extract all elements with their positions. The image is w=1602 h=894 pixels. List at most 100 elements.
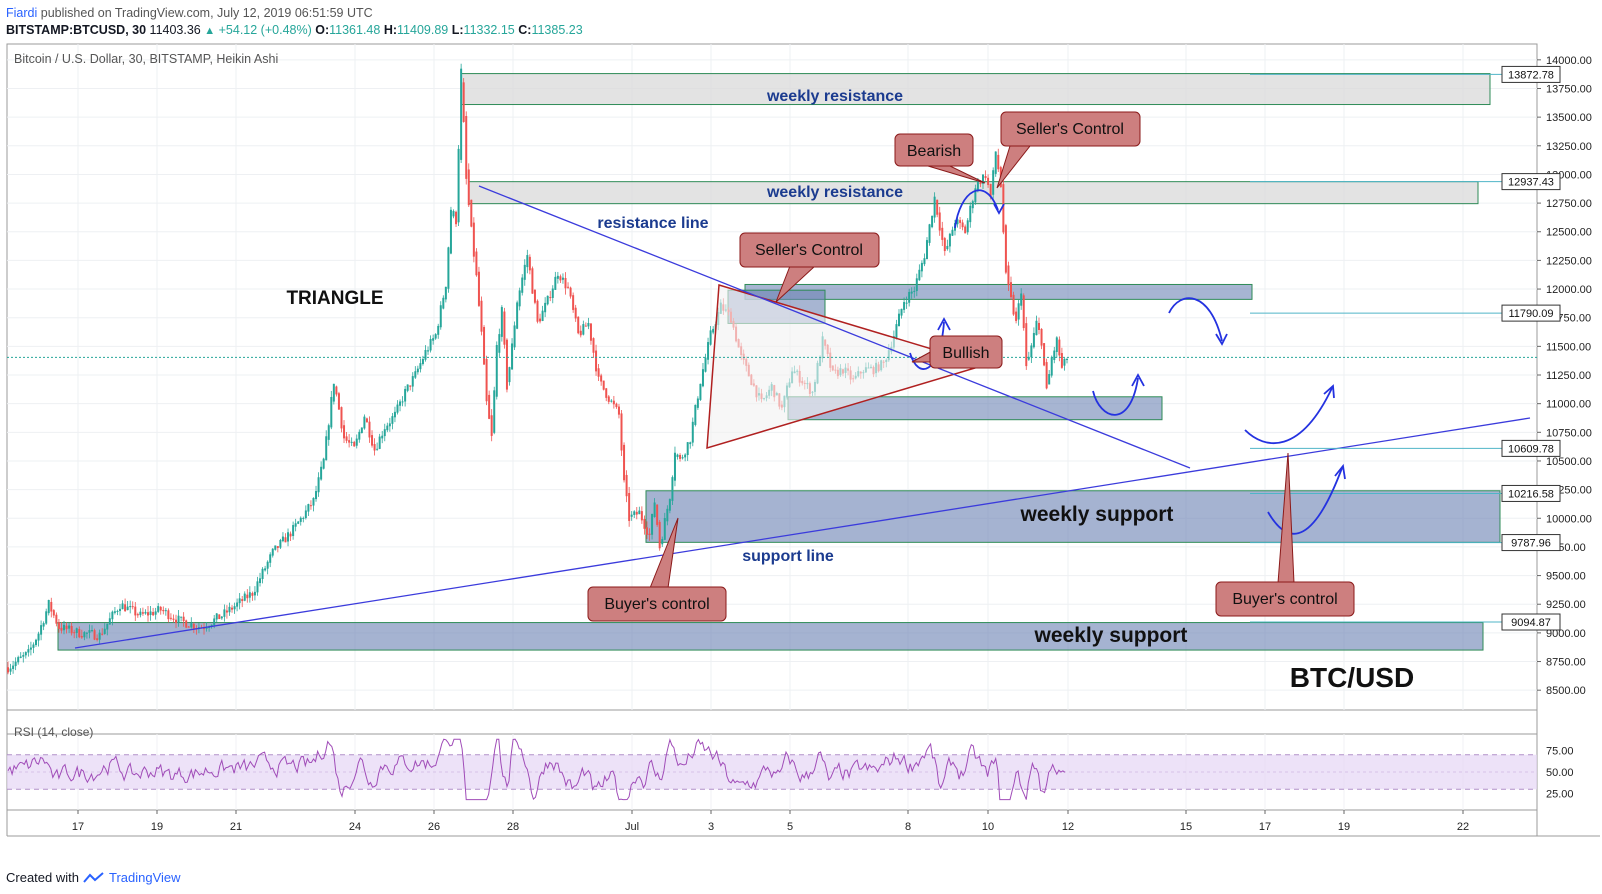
candle-body (271, 548, 274, 556)
candle-body (108, 618, 111, 625)
close-label: C: (518, 23, 532, 37)
candle-body (246, 594, 249, 599)
candle-body (149, 611, 152, 615)
price-tick-label: 10500.00 (1546, 456, 1592, 468)
candle-body (1020, 293, 1023, 306)
candle-body (381, 435, 384, 439)
price-tick-label: 12250.00 (1546, 255, 1592, 267)
candle-body (966, 220, 969, 233)
candle-body (113, 611, 116, 613)
candle-body (85, 632, 88, 634)
created-with-text: Created with (6, 870, 79, 885)
candle-body (121, 603, 124, 610)
time-axis[interactable]: 17 19 21 24 26 28 Jul 3 5 8 10 12 15 17 19 22 (72, 810, 1469, 833)
up-arrow-icon: ▲ (204, 25, 216, 37)
candle-body (307, 504, 310, 512)
candle-body (584, 325, 587, 327)
candle-body (159, 606, 162, 611)
price-tick-label: 9000.00 (1546, 628, 1586, 640)
candle-body (653, 502, 656, 518)
candle-body (251, 593, 254, 596)
candle-body (383, 429, 386, 437)
candle-body (974, 188, 977, 203)
candle-body (391, 416, 394, 424)
candle-body (1060, 353, 1063, 368)
candle-body (218, 614, 221, 620)
candle-body (449, 209, 452, 254)
author-link[interactable]: Fiardi (6, 6, 38, 20)
candle-body (47, 600, 50, 614)
low-value: 11332.15 (463, 23, 515, 37)
candle-body (129, 606, 132, 608)
candle-body (147, 612, 150, 616)
candle-body (1012, 294, 1015, 315)
price-axis[interactable]: 8500.008750.009000.009250.009500.009750.… (1537, 55, 1592, 697)
candle-body (223, 609, 226, 617)
candle-body (1045, 362, 1048, 389)
rsi-label: RSI (14, close) (14, 725, 93, 739)
rsi-tick-label: 25.00 (1546, 789, 1574, 801)
candle-body (668, 499, 671, 511)
candle-body (989, 183, 992, 197)
time-tick-label: 15 (1180, 821, 1192, 833)
candle-body (253, 591, 256, 596)
candle-body (167, 610, 170, 620)
candle-body (903, 302, 906, 310)
candle-body (70, 625, 73, 634)
candle-body (633, 511, 636, 515)
candle-body (281, 536, 284, 542)
time-tick-label: 12 (1062, 821, 1074, 833)
price-tick-label: 14000.00 (1546, 55, 1592, 67)
candle-body (656, 504, 659, 525)
time-tick-label: 26 (428, 821, 440, 833)
candle-body (577, 316, 580, 334)
candle-body (29, 647, 32, 650)
projection-arrows (909, 189, 1346, 535)
candle-body (549, 297, 552, 299)
time-tick-label: 21 (230, 821, 242, 833)
candle-body (136, 614, 139, 616)
candle-body (213, 618, 216, 626)
candle-body (335, 386, 338, 395)
candle-body (490, 415, 493, 436)
candle-body (1037, 322, 1040, 330)
candle-body (455, 211, 458, 225)
candle-body (648, 533, 651, 535)
candle-body (205, 627, 208, 629)
candle-body (923, 258, 926, 265)
candle-body (393, 411, 396, 418)
candle-body (182, 616, 185, 622)
candle-body (12, 665, 15, 669)
candle-body (503, 311, 506, 345)
candle-body (567, 286, 570, 288)
tradingview-brand-link[interactable]: TradingView (108, 870, 181, 885)
candle-body (895, 324, 898, 338)
candle-body (1050, 357, 1053, 376)
candle-body (50, 601, 53, 612)
time-tick-label: 10 (982, 821, 994, 833)
candle-body (610, 400, 613, 402)
candle-body (961, 222, 964, 228)
level-lines (1250, 73, 1537, 623)
candle-body (203, 628, 206, 630)
candle-body (528, 256, 531, 271)
candle-body (554, 276, 557, 290)
candle-body (406, 384, 409, 391)
candle-body (620, 413, 623, 451)
candle-body (981, 174, 984, 184)
tradingview-logo-icon (83, 871, 104, 883)
candle-body (689, 442, 692, 445)
price-tag-label: 9787.96 (1511, 538, 1551, 550)
candle-body (215, 613, 218, 620)
candle-body (27, 649, 30, 653)
candle-body (141, 612, 144, 614)
candle-body (948, 233, 951, 247)
candle-body (292, 525, 295, 537)
candle-body (564, 277, 567, 289)
candle-body (91, 630, 94, 632)
candle-body (52, 610, 55, 616)
candle-body (439, 305, 442, 328)
label-weekly-resistance-1: weekly resistance (766, 88, 903, 105)
candle-body (1055, 337, 1058, 352)
